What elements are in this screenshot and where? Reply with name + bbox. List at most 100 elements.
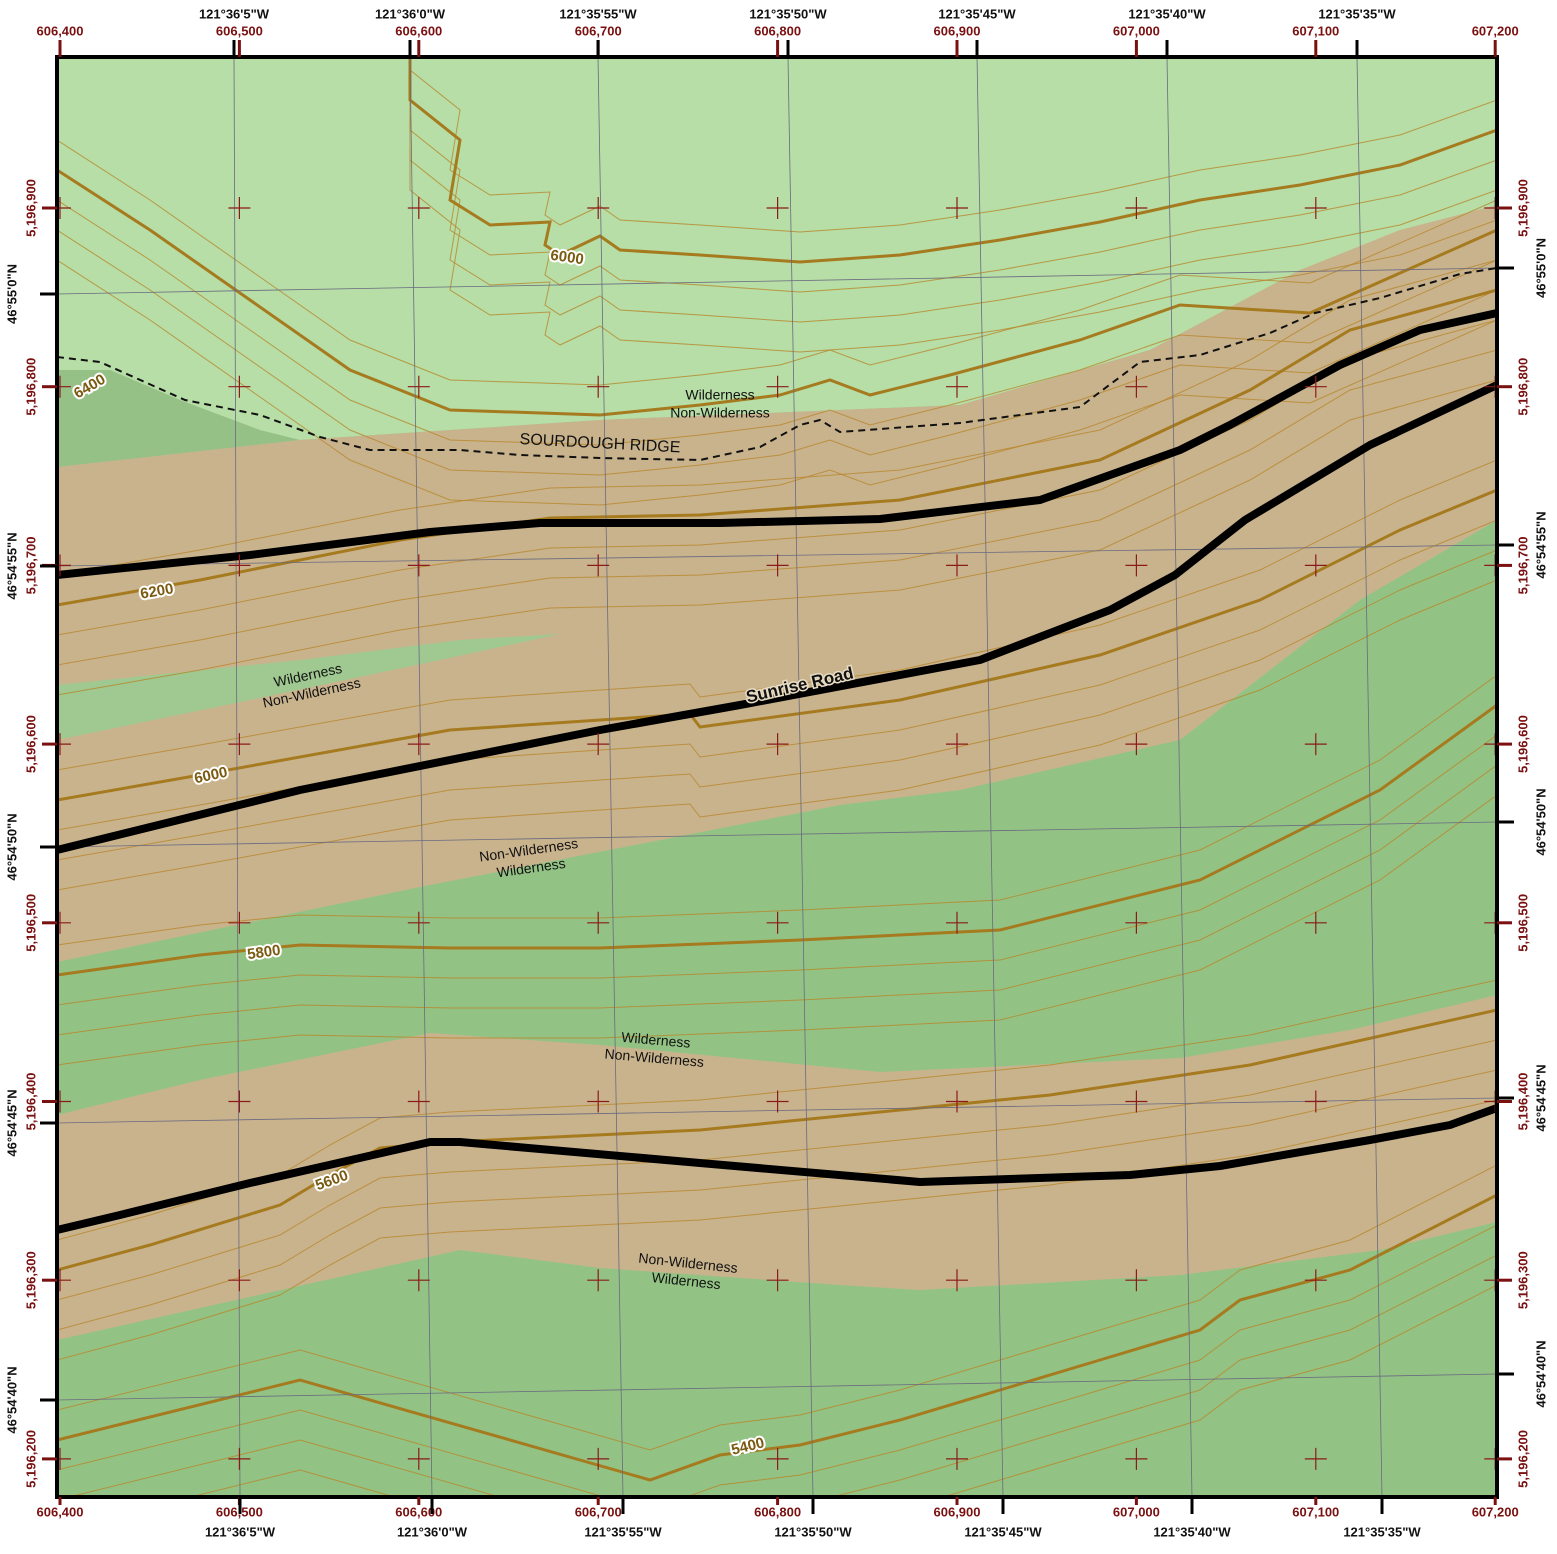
grid-cross bbox=[57, 197, 71, 219]
grid-cross bbox=[1304, 1090, 1327, 1113]
wilderness-area bbox=[57, 370, 300, 467]
grid-cross bbox=[57, 911, 71, 934]
northing-label: 5,196,700 bbox=[1515, 536, 1530, 594]
longitude-label: 121°35'45"W bbox=[964, 1524, 1042, 1539]
grid-cross bbox=[1304, 911, 1327, 934]
longitude-label: 121°36'0"W bbox=[375, 6, 446, 21]
parallel bbox=[57, 821, 1497, 848]
northing-label: 5,196,900 bbox=[23, 179, 38, 237]
grid-cross bbox=[1125, 197, 1148, 219]
grid-cross bbox=[1125, 733, 1148, 756]
grid-cross bbox=[57, 1447, 71, 1470]
easting-label: 606,400 bbox=[37, 1504, 84, 1519]
grid-cross bbox=[587, 375, 610, 398]
contour-line bbox=[57, 139, 1497, 386]
contour-line bbox=[57, 794, 1497, 1066]
latitude-label: 46°54'55"N bbox=[4, 532, 19, 599]
latitude-label: 46°54'40"N bbox=[1533, 1340, 1548, 1407]
northing-label: 5,196,500 bbox=[1515, 894, 1530, 952]
northing-label: 5,196,800 bbox=[23, 358, 38, 416]
wilderness-area bbox=[57, 57, 1497, 467]
grid-cross bbox=[57, 733, 71, 756]
latitude-label: 46°54'45"N bbox=[1533, 1064, 1548, 1131]
easting-label: 607,100 bbox=[1292, 23, 1339, 38]
contour-line bbox=[57, 1224, 1497, 1497]
meridian bbox=[787, 57, 814, 1497]
grid-cross bbox=[766, 1090, 789, 1113]
grid-cross bbox=[766, 375, 789, 398]
longitude-label: 121°35'50"W bbox=[774, 1524, 852, 1539]
grid-cross bbox=[587, 554, 610, 577]
grid-cross bbox=[587, 1090, 610, 1113]
grid-cross bbox=[766, 911, 789, 934]
grid-cross bbox=[587, 1269, 610, 1292]
grid-cross bbox=[946, 733, 968, 756]
longitude-label: 121°36'5"W bbox=[199, 6, 270, 21]
easting-label: 606,900 bbox=[934, 23, 981, 38]
grid-cross bbox=[766, 733, 789, 756]
latitude-label: 46°55'0"N bbox=[4, 264, 19, 324]
grid-cross bbox=[407, 554, 430, 577]
grid-cross bbox=[407, 1447, 430, 1470]
contour-line bbox=[57, 349, 1497, 666]
parallel bbox=[57, 267, 1497, 295]
grid-cross bbox=[1304, 733, 1327, 756]
index-contour bbox=[57, 1193, 1497, 1482]
grid-cross bbox=[946, 554, 968, 577]
contour-line bbox=[57, 1164, 1497, 1451]
grid-cross bbox=[766, 197, 789, 219]
contour-line bbox=[57, 1069, 1497, 1331]
grid-cross bbox=[946, 1269, 968, 1292]
grid-cross bbox=[1304, 1269, 1327, 1292]
wilderness-boundary bbox=[57, 267, 1497, 462]
grid-cross bbox=[1304, 1447, 1327, 1470]
latitude-label: 46°55'0"N bbox=[1533, 238, 1548, 298]
index-contour bbox=[408, 57, 1497, 264]
longitude-label: 121°35'55"W bbox=[584, 1524, 662, 1539]
easting-label: 606,800 bbox=[754, 23, 801, 38]
grid-cross bbox=[228, 733, 251, 756]
easting-label: 607,000 bbox=[1113, 1504, 1160, 1519]
contour-line bbox=[57, 459, 1497, 771]
grid-cross bbox=[407, 1269, 430, 1292]
meridian bbox=[1356, 57, 1383, 1497]
grid-cross bbox=[228, 197, 251, 219]
contour-line bbox=[409, 57, 1497, 233]
easting-label: 607,100 bbox=[1292, 1504, 1339, 1519]
longitude-label: 121°36'5"W bbox=[205, 1524, 276, 1539]
road bbox=[57, 309, 1497, 579]
longitude-label: 121°35'40"W bbox=[1128, 6, 1206, 21]
grid-cross bbox=[1304, 197, 1327, 219]
easting-label: 607,200 bbox=[1472, 23, 1519, 38]
contour-line bbox=[57, 674, 1497, 946]
northing-label: 5,196,200 bbox=[1515, 1430, 1530, 1488]
grid-cross bbox=[228, 911, 251, 934]
map-body bbox=[57, 57, 1497, 1497]
parallel bbox=[57, 1373, 1497, 1401]
northing-label: 5,196,800 bbox=[1515, 358, 1530, 416]
northing-label: 5,196,500 bbox=[23, 894, 38, 952]
contour-line bbox=[57, 734, 1497, 1006]
longitude-label: 121°35'40"W bbox=[1153, 1524, 1231, 1539]
grid-cross bbox=[946, 1090, 968, 1113]
meridian bbox=[409, 57, 433, 1497]
northing-label: 5,196,400 bbox=[1515, 1073, 1530, 1131]
grid-cross bbox=[407, 197, 430, 219]
contour-line bbox=[409, 117, 1497, 323]
index-contour bbox=[57, 288, 1497, 607]
grid-cross bbox=[946, 375, 968, 398]
boundary-label: Wilderness bbox=[651, 1269, 722, 1292]
grid-cross bbox=[228, 1447, 251, 1470]
grid-cross bbox=[766, 1447, 789, 1470]
grid-cross bbox=[228, 554, 251, 577]
easting-label: 606,600 bbox=[395, 1504, 442, 1519]
grid-cross bbox=[57, 1269, 71, 1292]
grid-cross bbox=[766, 554, 789, 577]
latitude-label: 46°54'50"N bbox=[1533, 788, 1548, 855]
grid-cross bbox=[946, 1447, 968, 1470]
longitude-label: 121°36'0"W bbox=[397, 1524, 468, 1539]
easting-label: 606,600 bbox=[395, 23, 442, 38]
contour-line bbox=[57, 229, 1497, 476]
meridian bbox=[597, 57, 624, 1497]
easting-label: 606,400 bbox=[37, 23, 84, 38]
